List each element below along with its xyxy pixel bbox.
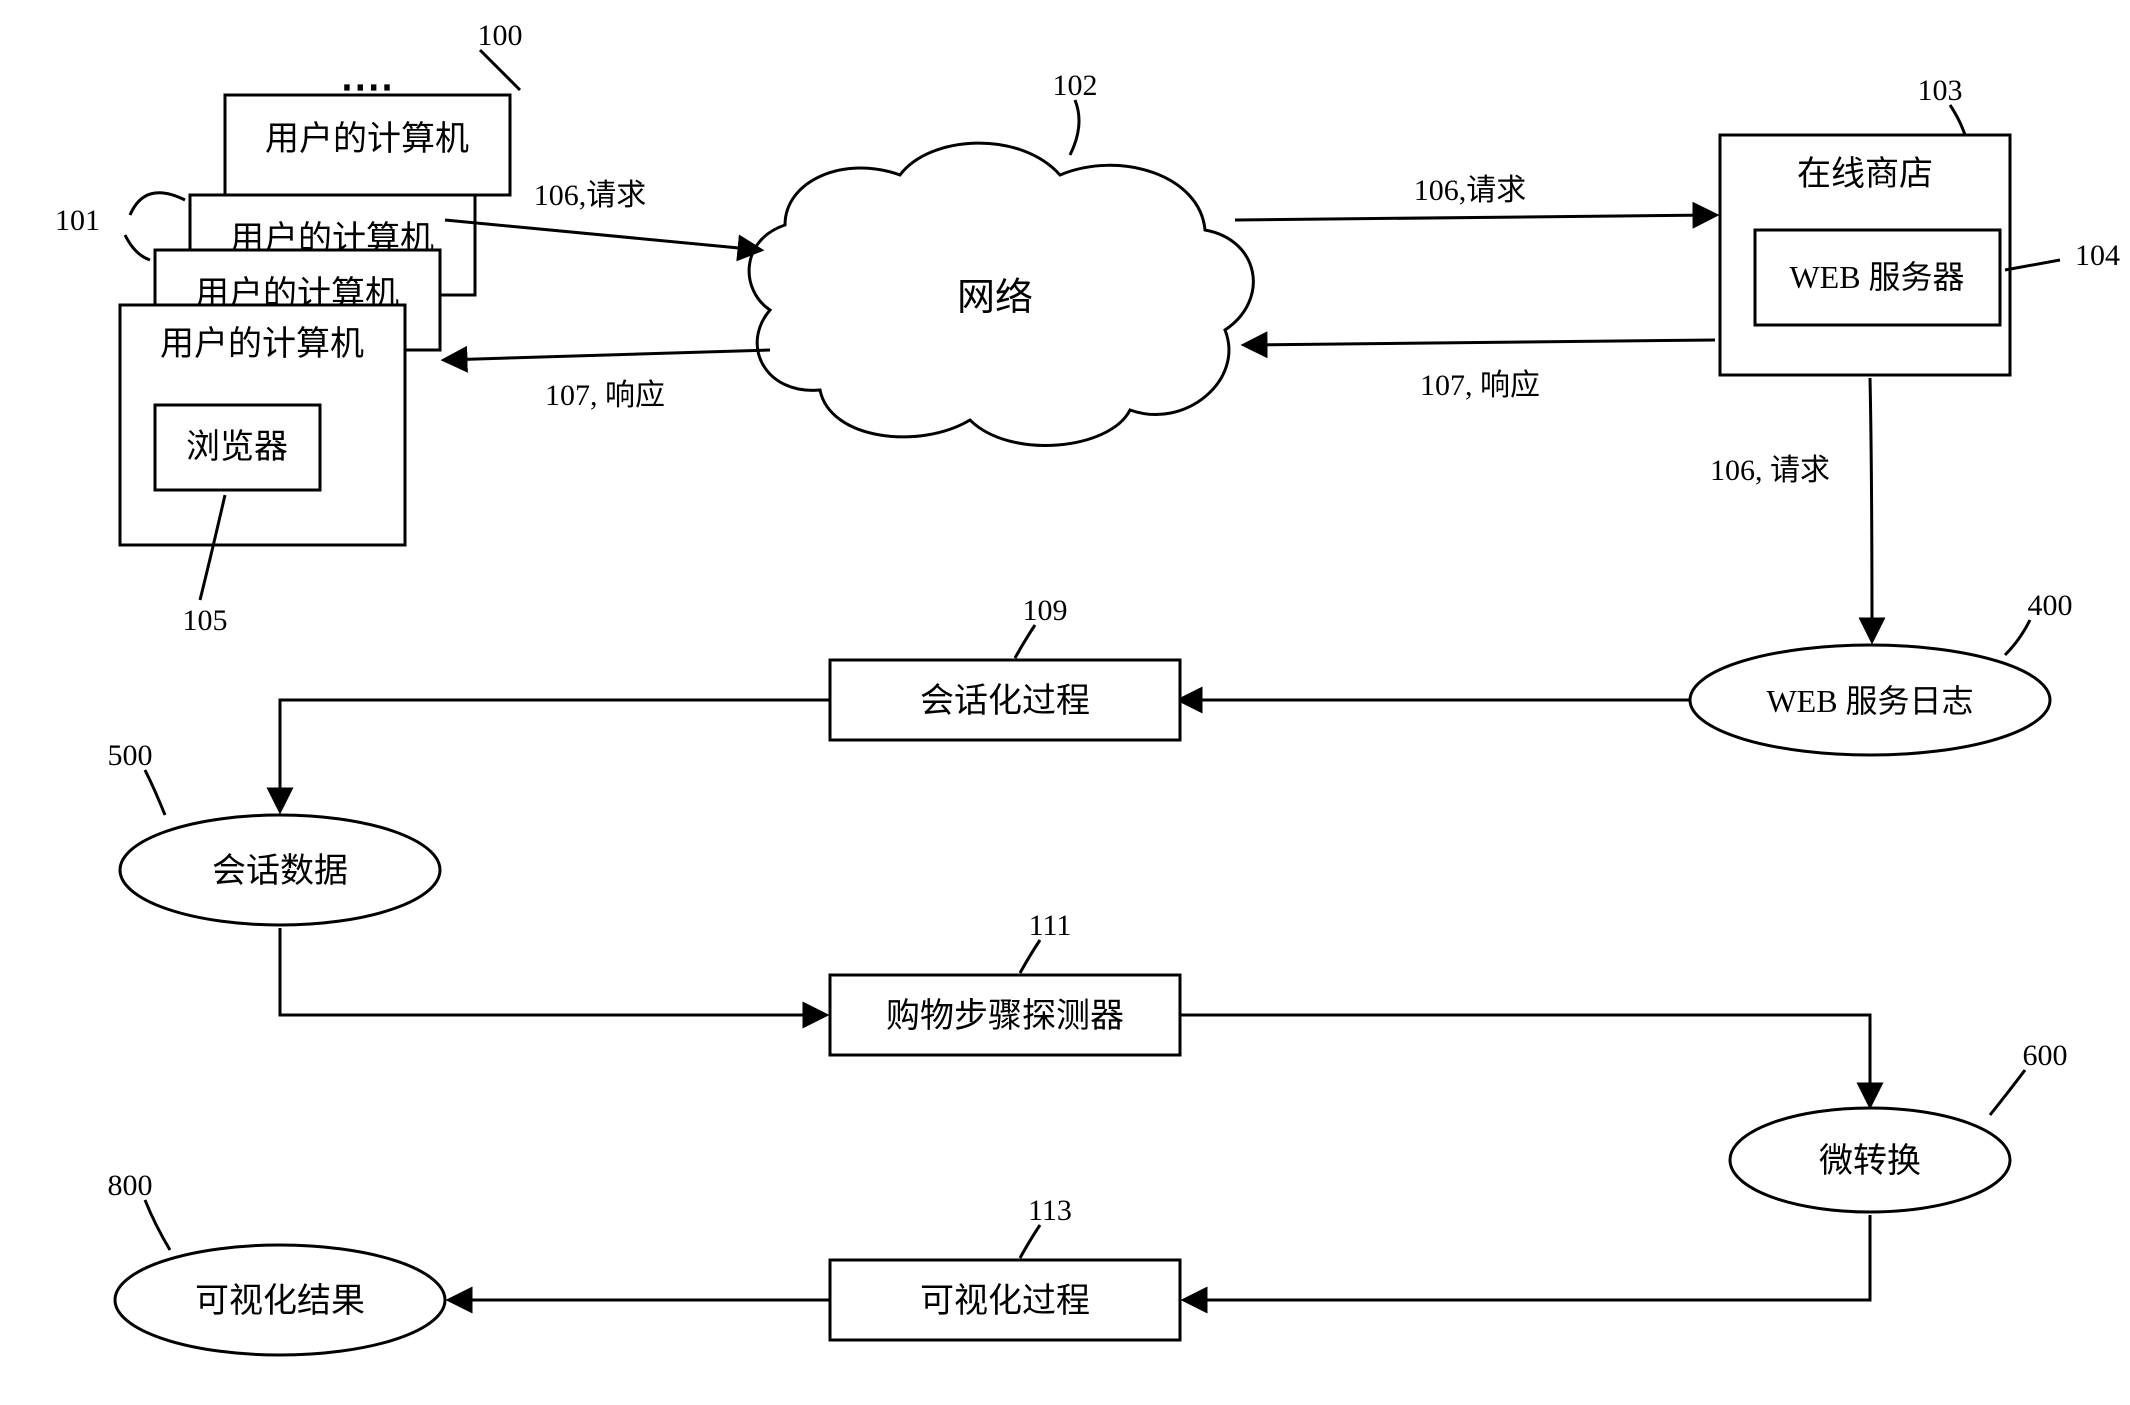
ref-600: 600 — [2023, 1039, 2068, 1072]
arrow-response-right — [1245, 340, 1715, 345]
ref-400: 400 — [2028, 589, 2073, 622]
vis-result-label: 可视化结果 — [195, 1282, 365, 1320]
session-process-label: 会话化过程 — [920, 682, 1090, 720]
svg-text:‥‥: ‥‥ — [340, 54, 393, 99]
micro-conversion-label: 微转换 — [1819, 1142, 1921, 1180]
session-data-label: 会话数据 — [212, 852, 348, 890]
user-computers-group: 用户的计算机 ‥‥ 用户的计算机 用户的计算机 用户的计算机 浏览器 — [120, 54, 510, 545]
online-store-label: 在线商店 — [1797, 155, 1933, 193]
label-response-right: 107, 响应 — [1420, 369, 1540, 402]
flowchart-diagram: 用户的计算机 ‥‥ 用户的计算机 用户的计算机 用户的计算机 浏览器 101 1… — [0, 0, 2130, 1405]
ref-104: 104 — [2075, 239, 2120, 272]
arrow-session-to-data — [280, 700, 830, 810]
arrow-request-left — [445, 220, 760, 250]
ref-800: 800 — [108, 1169, 153, 1202]
web-server-label: WEB 服务器 — [1789, 259, 1964, 295]
arrow-request-right — [1235, 215, 1715, 220]
ref-113: 113 — [1028, 1194, 1072, 1227]
ref-103: 103 — [1918, 74, 1963, 107]
label-request-left: 106,请求 — [534, 179, 647, 212]
ref-500: 500 — [108, 739, 153, 772]
web-log-label: WEB 服务日志 — [1766, 683, 1973, 719]
label-request-right: 106,请求 — [1414, 174, 1527, 207]
arrow-data-to-detector — [280, 928, 825, 1015]
ref-111: 111 — [1029, 909, 1072, 942]
label-request-down: 106, 请求 — [1710, 454, 1830, 487]
ref-100: 100 — [478, 19, 523, 52]
vis-process-label: 可视化过程 — [920, 1282, 1090, 1320]
ref-102: 102 — [1053, 69, 1098, 102]
user-computer-label-1: 用户的计算机 — [160, 325, 364, 363]
arrow-detector-to-micro — [1180, 1015, 1870, 1105]
label-response-left: 107, 响应 — [545, 379, 665, 412]
network-label: 网络 — [957, 277, 1033, 319]
online-store-group: 在线商店 WEB 服务器 — [1720, 135, 2010, 375]
ref-109: 109 — [1023, 594, 1068, 627]
network-cloud: 网络 — [749, 143, 1253, 445]
arrow-micro-to-vis — [1185, 1215, 1870, 1300]
arrow-response-left — [445, 350, 770, 360]
arrow-webserver-to-log — [1870, 378, 1872, 640]
user-computer-label-4: 用户的计算机 — [265, 120, 469, 158]
ref-101: 101 — [55, 204, 100, 237]
shopping-detector-label: 购物步骤探测器 — [886, 997, 1124, 1035]
ref-105: 105 — [183, 604, 228, 637]
browser-label: 浏览器 — [186, 428, 288, 466]
